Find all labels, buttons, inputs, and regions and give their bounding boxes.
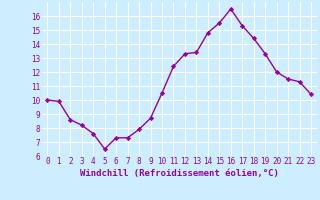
X-axis label: Windchill (Refroidissement éolien,°C): Windchill (Refroidissement éolien,°C) (80, 169, 279, 178)
